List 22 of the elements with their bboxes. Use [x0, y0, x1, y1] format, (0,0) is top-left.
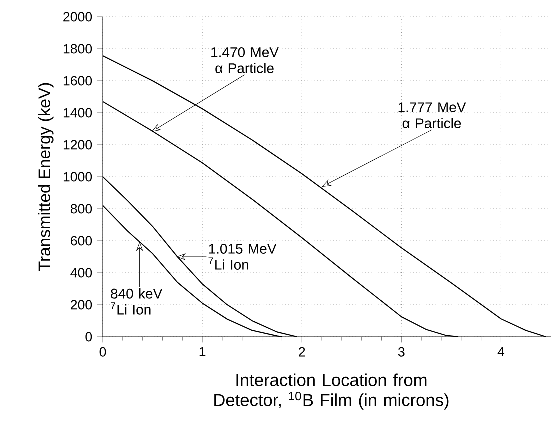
- y-tick-label: 400: [70, 268, 92, 278]
- x-tick-label: 3: [398, 347, 405, 357]
- y-tick-label: 1800: [64, 44, 92, 54]
- x-tick-label: 1: [200, 347, 206, 357]
- x-tick-label: 0: [100, 347, 106, 357]
- annotation: 840 keV $^{7}$Li Ion: [111, 288, 163, 315]
- y-tick-label: 1400: [64, 108, 92, 118]
- annotation: 1.777 MeV α Particle: [398, 102, 466, 128]
- y-tick-label: 1600: [64, 76, 92, 86]
- annotation: 1.015 MeV $^{7}$Li Ion: [208, 244, 277, 270]
- x-axis-title: Interaction Location from Detector, $^{10}$B Film (in microns): [214, 374, 449, 410]
- y-tick-label: 800: [70, 204, 92, 214]
- y-tick-label: 0: [86, 332, 92, 342]
- y-tick-label: 600: [71, 236, 92, 246]
- y-tick-label: 2000: [64, 12, 92, 22]
- y-tick-label: 1200: [64, 140, 92, 150]
- y-tick-label: 200: [71, 300, 92, 310]
- x-tick-label: 4: [498, 347, 505, 357]
- y-tick-label: 1000: [64, 172, 92, 182]
- y-axis-title: Transmitted Energy (keV): [38, 83, 54, 272]
- annotation: 1.470 MeV α Particle: [212, 48, 279, 74]
- x-tick-label: 2: [299, 347, 306, 357]
